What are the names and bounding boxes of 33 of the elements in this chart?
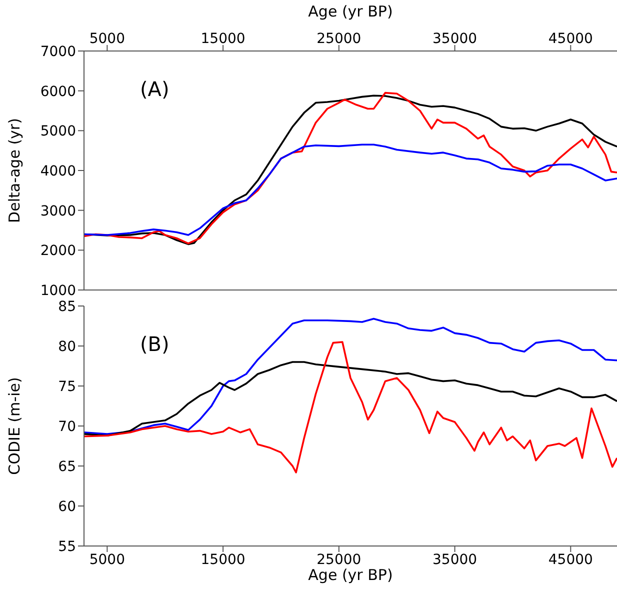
- y-tick-label: 5000: [40, 124, 76, 140]
- y-tick-label: 2000: [40, 243, 76, 260]
- y-tick-label: 80: [58, 338, 76, 355]
- x-tick-label: 45000: [548, 552, 593, 568]
- annotation: (A): [140, 77, 170, 101]
- y-tick-label: 3000: [40, 203, 76, 220]
- y-axis-title: CODIE (m-ie): [5, 377, 24, 475]
- y-tick-label: 1000: [40, 282, 76, 299]
- y-tick-label: 75: [58, 378, 76, 395]
- x2-axis-title: Age (yr BP): [308, 2, 393, 21]
- annotation: (B): [140, 332, 170, 356]
- x2-tick-label: 5000: [89, 31, 125, 47]
- y-tick-label: 6000: [40, 84, 76, 100]
- x-tick-label: 35000: [432, 552, 478, 568]
- line-series: [84, 144, 617, 236]
- y-tick-label: 85: [58, 298, 76, 315]
- x2-tick-label: 15000: [200, 31, 246, 47]
- x2-tick-label: 45000: [548, 31, 593, 47]
- y-axis-title: Delta-age (yr): [5, 118, 24, 223]
- x-tick-label: 25000: [316, 552, 362, 568]
- line-series: [84, 318, 617, 435]
- x2-tick-label: 35000: [432, 31, 478, 47]
- y-tick-label: 7000: [40, 44, 76, 60]
- y-tick-label: 60: [58, 498, 76, 515]
- x-axis-title: Age (yr BP): [308, 566, 393, 584]
- y-tick-label: 4000: [40, 163, 76, 180]
- x-tick-label: 15000: [200, 552, 246, 568]
- y-tick-label: 70: [58, 418, 76, 435]
- line-series: [84, 361, 617, 436]
- y-tick-label: 65: [58, 458, 76, 475]
- x-tick-label: 5000: [89, 552, 125, 568]
- x2-tick-label: 25000: [316, 31, 362, 47]
- y-tick-label: 55: [58, 538, 76, 555]
